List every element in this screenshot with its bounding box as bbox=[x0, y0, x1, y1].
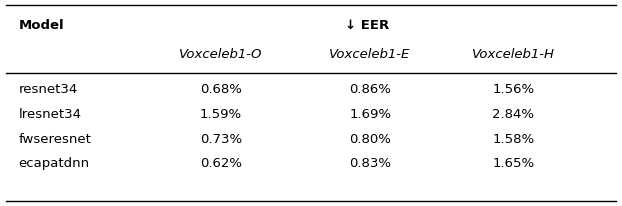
Text: Voxceleb1-E: Voxceleb1-E bbox=[330, 48, 411, 61]
Text: 1.56%: 1.56% bbox=[492, 83, 534, 96]
Text: 0.62%: 0.62% bbox=[200, 157, 242, 170]
Text: 0.86%: 0.86% bbox=[349, 83, 391, 96]
Text: ↓ EER: ↓ EER bbox=[345, 19, 389, 32]
Text: 1.59%: 1.59% bbox=[200, 108, 242, 121]
Text: 0.68%: 0.68% bbox=[200, 83, 242, 96]
Text: Voxceleb1-H: Voxceleb1-H bbox=[471, 48, 555, 61]
Text: 0.83%: 0.83% bbox=[349, 157, 391, 170]
Text: fwseresnet: fwseresnet bbox=[19, 132, 91, 146]
Text: 1.65%: 1.65% bbox=[492, 157, 534, 170]
Text: 1.69%: 1.69% bbox=[349, 108, 391, 121]
Text: lresnet34: lresnet34 bbox=[19, 108, 81, 121]
Text: resnet34: resnet34 bbox=[19, 83, 78, 96]
Text: 0.73%: 0.73% bbox=[200, 132, 242, 146]
Text: ecapatdnn: ecapatdnn bbox=[19, 157, 90, 170]
Text: 0.80%: 0.80% bbox=[349, 132, 391, 146]
Text: Voxceleb1-O: Voxceleb1-O bbox=[179, 48, 262, 61]
Text: 1.58%: 1.58% bbox=[492, 132, 534, 146]
Text: Model: Model bbox=[19, 19, 64, 32]
Text: 2.84%: 2.84% bbox=[492, 108, 534, 121]
